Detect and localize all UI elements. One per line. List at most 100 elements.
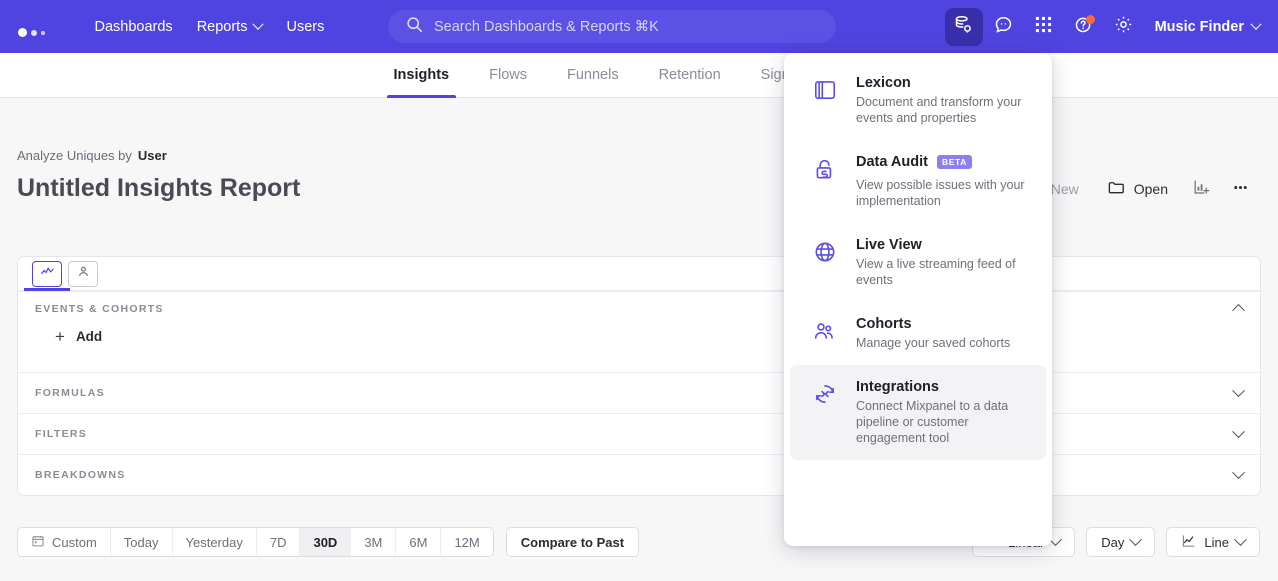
title-text: Lexicon: [856, 75, 911, 91]
tab-insights[interactable]: Insights: [374, 53, 470, 98]
help-icon-button[interactable]: [1065, 8, 1103, 46]
new-report-button[interactable]: New: [1037, 173, 1093, 204]
date-range-segmented-control: Custom Today Yesterday 7D 30D 3M 6M 12M: [17, 527, 494, 557]
compare-label: Compare to Past: [520, 534, 625, 550]
dropdown-item-live-view[interactable]: Live View View a live streaming feed of …: [790, 223, 1046, 302]
globe-icon: [810, 237, 840, 288]
dropdown-item-text: Cohorts Manage your saved cohorts: [856, 316, 1030, 351]
section-label: FORMULAS: [35, 387, 105, 399]
dropdown-item-text: Integrations Connect Mixpanel to a data …: [856, 379, 1030, 446]
chevron-down-icon: [1250, 18, 1262, 30]
interval-label: Day: [1101, 534, 1125, 550]
date-range-yesterday[interactable]: Yesterday: [171, 528, 256, 556]
chevron-down-icon[interactable]: [1232, 383, 1245, 397]
dropdown-item-title: Live View: [856, 237, 1030, 253]
account-name: Music Finder: [1154, 18, 1244, 35]
section-filters[interactable]: FILTERS: [18, 413, 1260, 454]
open-report-button[interactable]: Open: [1093, 173, 1182, 204]
chart-line-icon: [1181, 533, 1197, 552]
interval-dropdown[interactable]: Day: [1086, 527, 1156, 557]
chevron-down-icon[interactable]: [1232, 465, 1245, 479]
date-range-30d[interactable]: 30D: [299, 528, 351, 556]
chart-controls-bar: Custom Today Yesterday 7D 30D 3M 6M 12M …: [0, 500, 1278, 581]
section-label: BREAKDOWNS: [35, 469, 126, 481]
tab-label: Flows: [489, 67, 527, 83]
chevron-up-icon[interactable]: [1232, 303, 1245, 317]
section-content: EVENTS & COHORTS + Add: [35, 303, 164, 345]
date-range-label: 7D: [269, 534, 287, 550]
add-event-button[interactable]: + Add: [55, 328, 164, 345]
add-label: Add: [75, 329, 103, 344]
data-management-icon: [953, 14, 974, 40]
dropdown-item-lexicon[interactable]: Lexicon Document and transform your even…: [790, 61, 1046, 140]
date-range-today[interactable]: Today: [109, 528, 172, 556]
date-range-label: Today: [123, 534, 159, 550]
users-view-tab[interactable]: [68, 260, 98, 287]
date-range-6m[interactable]: 6M: [395, 528, 440, 556]
section-label: EVENTS & COHORTS: [35, 303, 164, 315]
section-events-cohorts[interactable]: EVENTS & COHORTS + Add: [18, 291, 1260, 372]
section-formulas[interactable]: FORMULAS: [18, 372, 1260, 413]
top-nav-icon-group: Music Finder: [944, 0, 1266, 53]
tab-retention[interactable]: Retention: [639, 53, 741, 97]
dropdown-item-data-audit[interactable]: Data Audit BETA View possible issues wit…: [790, 140, 1046, 223]
date-range-label: 3M: [364, 534, 383, 550]
settings-icon-button[interactable]: [1105, 8, 1143, 46]
date-range-12m[interactable]: 12M: [440, 528, 492, 556]
top-navigation-bar: Dashboards Reports Users Search Dashboar…: [0, 0, 1278, 53]
nav-link-users[interactable]: Users: [274, 13, 336, 41]
account-menu[interactable]: Music Finder: [1154, 18, 1262, 35]
analyze-value[interactable]: User: [137, 148, 167, 163]
dropdown-item-cohorts[interactable]: Cohorts Manage your saved cohorts: [790, 302, 1046, 365]
tab-label: Insights: [393, 67, 450, 83]
chat-bubble-icon: [993, 14, 1014, 40]
analyze-prefix: Analyze Uniques by: [17, 148, 132, 163]
metrics-view-tab[interactable]: [24, 260, 70, 291]
page-title[interactable]: Untitled Insights Report: [17, 174, 301, 202]
dropdown-item-title: Cohorts: [856, 316, 1030, 332]
date-range-label: 30D: [313, 534, 338, 550]
nav-link-dashboards[interactable]: Dashboards: [83, 13, 185, 41]
apps-grid-icon-button[interactable]: [1025, 8, 1063, 46]
tab-funnels[interactable]: Funnels: [547, 53, 639, 97]
more-horizontal-icon: [1231, 178, 1250, 200]
tab-label: Retention: [658, 67, 721, 83]
section-label: FILTERS: [35, 428, 88, 440]
add-to-dashboard-button[interactable]: [1182, 173, 1221, 204]
logo-dot-large: [18, 27, 27, 37]
chevron-down-icon[interactable]: [1232, 424, 1245, 438]
tab-label: Funnels: [566, 67, 619, 83]
compare-to-past-button[interactable]: Compare to Past: [505, 527, 640, 557]
search-icon: [406, 16, 423, 38]
people-icon: [810, 316, 840, 351]
date-range-label: Custom: [52, 534, 97, 550]
nav-link-reports[interactable]: Reports: [185, 13, 275, 41]
date-range-label: Yesterday: [185, 534, 243, 550]
tab-flows[interactable]: Flows: [469, 53, 547, 97]
date-range-7d[interactable]: 7D: [255, 528, 300, 556]
dropdown-item-integrations[interactable]: Integrations Connect Mixpanel to a data …: [790, 365, 1046, 460]
gear-icon: [1113, 14, 1134, 40]
more-options-button[interactable]: [1221, 173, 1260, 204]
chart-type-dropdown[interactable]: Line: [1166, 527, 1260, 557]
dropdown-item-text: Lexicon Document and transform your even…: [856, 75, 1030, 126]
lock-icon: [810, 154, 840, 209]
beta-badge: BETA: [936, 155, 972, 169]
date-range-custom[interactable]: Custom: [18, 528, 110, 556]
report-type-tabs: Insights Flows Funnels Retention Signal …: [0, 53, 1278, 98]
date-range-controls: Custom Today Yesterday 7D 30D 3M 6M 12M …: [17, 527, 640, 557]
chat-bubble-icon-button[interactable]: [985, 8, 1023, 46]
global-search-bar[interactable]: Search Dashboards & Reports ⌘K: [388, 10, 836, 43]
calendar-icon: [31, 534, 45, 551]
section-breakdowns[interactable]: BREAKDOWNS: [18, 454, 1260, 495]
mixpanel-logo[interactable]: [18, 17, 45, 37]
search-placeholder: Search Dashboards & Reports ⌘K: [434, 18, 659, 35]
dropdown-item-text: Data Audit BETA View possible issues wit…: [856, 154, 1030, 209]
notification-badge: [1085, 14, 1095, 24]
date-range-3m[interactable]: 3M: [350, 528, 395, 556]
data-management-icon-button[interactable]: [944, 7, 983, 46]
query-view-tabs: [18, 257, 1260, 291]
dropdown-item-description: View a live streaming feed of events: [856, 257, 1016, 287]
new-label: New: [1050, 180, 1079, 197]
